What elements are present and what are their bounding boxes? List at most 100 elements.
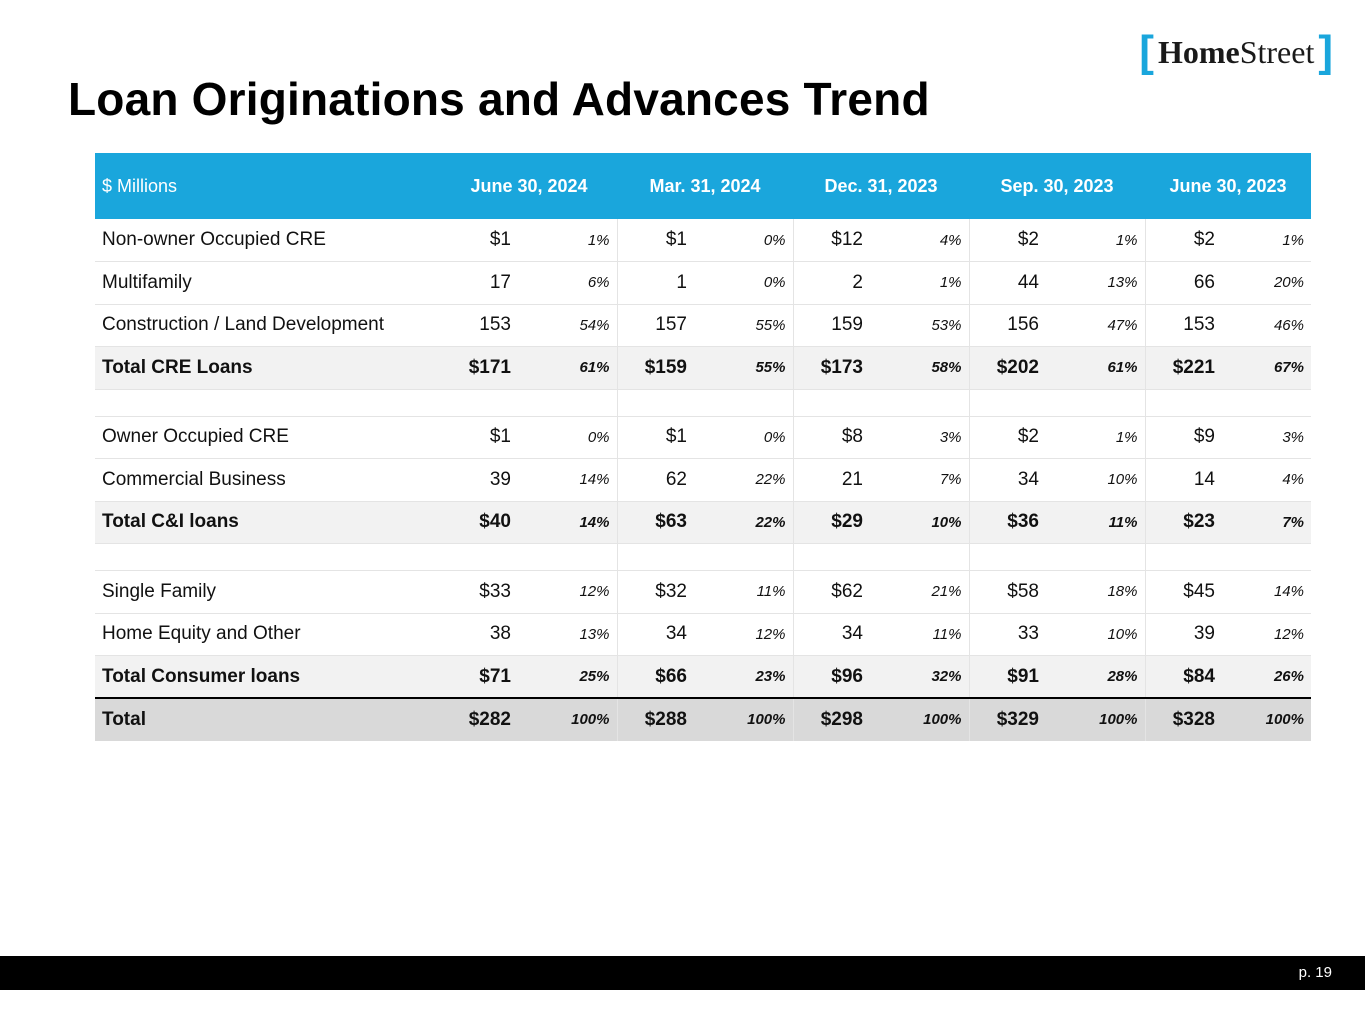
amount-cell: $33	[441, 570, 521, 614]
amount-cell: 14	[1145, 458, 1225, 502]
percent-cell: 54%	[521, 304, 618, 347]
amount-cell: 62	[617, 458, 697, 502]
percent-cell	[521, 389, 618, 417]
amount-cell: 44	[969, 261, 1049, 305]
amount-cell: $36	[969, 501, 1049, 544]
amount-cell	[969, 543, 1049, 571]
amount-cell: $1	[441, 219, 521, 262]
table-row: Multifamily 17 6% 1 0% 2 1% 44 13% 66 20%	[95, 261, 1311, 305]
percent-cell: 1%	[521, 219, 618, 262]
amount-cell	[793, 543, 873, 571]
amount-cell	[793, 389, 873, 417]
percent-cell: 7%	[873, 458, 970, 502]
percent-cell: 22%	[697, 501, 794, 544]
percent-cell: 55%	[697, 304, 794, 347]
table-row: Home Equity and Other 38 13% 34 12% 34 11% 33 10…	[95, 613, 1311, 656]
amount-cell: 66	[1145, 261, 1225, 305]
amount-cell	[617, 543, 697, 571]
amount-cell: 34	[969, 458, 1049, 502]
amount-cell: $58	[969, 570, 1049, 614]
percent-cell	[1049, 543, 1146, 571]
percent-cell: 32%	[873, 655, 970, 699]
percent-cell: 11%	[873, 613, 970, 656]
amount-cell: $328	[1145, 697, 1225, 741]
percent-cell: 11%	[697, 570, 794, 614]
percent-cell: 12%	[697, 613, 794, 656]
percent-cell: 4%	[1225, 458, 1311, 502]
page-number: p. 19	[1298, 964, 1332, 981]
row-label: Owner Occupied CRE	[95, 416, 441, 459]
amount-cell: 157	[617, 304, 697, 347]
amount-cell: 21	[793, 458, 873, 502]
row-label: Total	[95, 697, 441, 741]
percent-cell	[873, 543, 970, 571]
logo-text-street: Street	[1239, 33, 1315, 70]
amount-cell: 159	[793, 304, 873, 347]
percent-cell: 14%	[1225, 570, 1311, 614]
amount-cell: $2	[969, 416, 1049, 459]
percent-cell: 25%	[521, 655, 618, 699]
percent-cell: 18%	[1049, 570, 1146, 614]
amount-cell: $282	[441, 697, 521, 741]
header-units-label: $ Millions	[102, 175, 178, 196]
amount-cell: $173	[793, 346, 873, 390]
header-period: June 30, 2023	[1169, 175, 1287, 196]
amount-cell	[617, 389, 697, 417]
amount-cell: 34	[793, 613, 873, 656]
percent-cell: 100%	[873, 697, 970, 741]
percent-cell: 0%	[697, 416, 794, 459]
row-label	[95, 543, 441, 571]
percent-cell: 14%	[521, 501, 618, 544]
percent-cell: 58%	[873, 346, 970, 390]
amount-cell: $8	[793, 416, 873, 459]
amount-cell	[441, 543, 521, 571]
amount-cell: $1	[617, 219, 697, 262]
percent-cell	[873, 389, 970, 417]
amount-cell	[969, 389, 1049, 417]
amount-cell: 17	[441, 261, 521, 305]
table-row: Non-owner Occupied CRE $1 1% $1 0% $12 4% $2 1% $…	[95, 219, 1311, 262]
table-row: Commercial Business 39 14% 62 22% 21 7% 34 10% 14…	[95, 458, 1311, 502]
percent-cell: 20%	[1225, 261, 1311, 305]
amount-cell: 38	[441, 613, 521, 656]
header-period: June 30, 2024	[470, 175, 588, 196]
percent-cell: 3%	[873, 416, 970, 459]
logo-bracket-left: [	[1139, 27, 1154, 76]
amount-cell: $298	[793, 697, 873, 741]
amount-cell: $91	[969, 655, 1049, 699]
percent-cell: 1%	[1225, 219, 1311, 262]
footer-bar: p. 19	[0, 956, 1365, 990]
amount-cell: $171	[441, 346, 521, 390]
percent-cell	[1225, 389, 1311, 417]
percent-cell	[697, 543, 794, 571]
subtotal-row: Total CRE Loans $171 61% $159 55% $173 58% $202…	[95, 346, 1311, 390]
amount-cell: $84	[1145, 655, 1225, 699]
amount-cell: 33	[969, 613, 1049, 656]
percent-cell: 12%	[521, 570, 618, 614]
percent-cell: 11%	[1049, 501, 1146, 544]
percent-cell: 67%	[1225, 346, 1311, 390]
percent-cell: 22%	[697, 458, 794, 502]
percent-cell	[1049, 389, 1146, 417]
percent-cell: 10%	[873, 501, 970, 544]
row-label: Single Family	[95, 570, 441, 614]
table-row: Construction / Land Development 153 54% 157…	[95, 304, 1311, 347]
percent-cell: 46%	[1225, 304, 1311, 347]
subtotal-row: Total Consumer loans $71 25% $66 23% $96 32% $9…	[95, 655, 1311, 699]
row-label: Total C&I loans	[95, 501, 441, 544]
amount-cell: $202	[969, 346, 1049, 390]
percent-cell: 14%	[521, 458, 618, 502]
percent-cell: 13%	[521, 613, 618, 656]
row-label: Non-owner Occupied CRE	[95, 219, 441, 262]
percent-cell: 0%	[697, 261, 794, 305]
amount-cell: 153	[441, 304, 521, 347]
percent-cell: 10%	[1049, 613, 1146, 656]
loan-originations-table: $ Millions June 30, 2024 Mar. 31, 2024 D…	[95, 153, 1311, 741]
row-label: Multifamily	[95, 261, 441, 305]
amount-cell: $66	[617, 655, 697, 699]
spacer-row	[95, 543, 1311, 571]
spacer-row	[95, 389, 1311, 417]
row-label: Total Consumer loans	[95, 655, 441, 699]
header-period: Mar. 31, 2024	[649, 175, 761, 196]
percent-cell: 47%	[1049, 304, 1146, 347]
